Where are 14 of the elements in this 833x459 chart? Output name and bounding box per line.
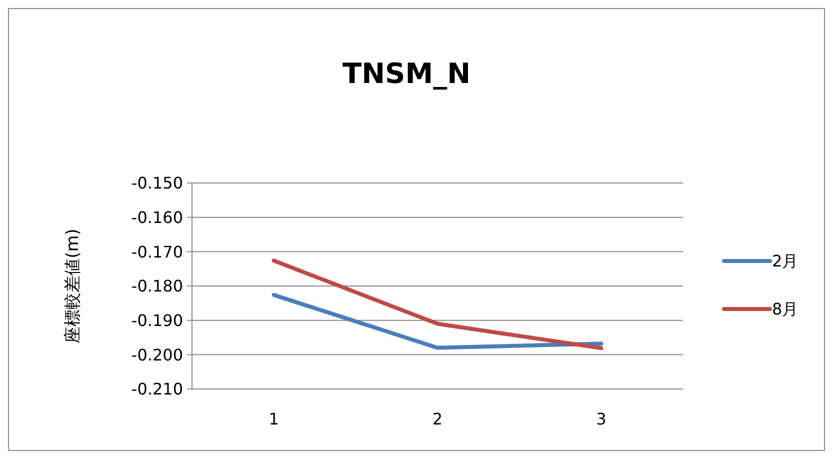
y-tick-label: -0.170 bbox=[131, 242, 183, 262]
chart-title: TNSM_N bbox=[342, 57, 470, 90]
y-tick-label: -0.160 bbox=[131, 208, 183, 227]
legend-label: 8月 bbox=[772, 300, 798, 319]
y-tick-label: -0.150 bbox=[131, 174, 183, 193]
x-tick-label: 3 bbox=[596, 410, 606, 429]
legend-label: 2月 bbox=[772, 252, 798, 271]
y-axis-title: 座標較差値(m) bbox=[63, 228, 83, 344]
y-tick-label: -0.180 bbox=[131, 276, 183, 296]
y-tick-label: -0.200 bbox=[131, 345, 183, 364]
y-tick-label: -0.190 bbox=[131, 310, 183, 330]
y-tick-label: -0.210 bbox=[131, 380, 183, 399]
x-tick-label: 2 bbox=[432, 410, 443, 429]
x-tick-label: 1 bbox=[268, 410, 279, 429]
